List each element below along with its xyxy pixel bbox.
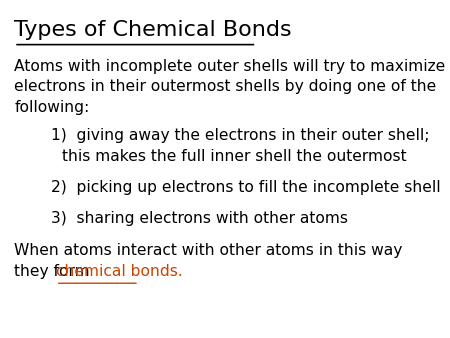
Text: 3)  sharing electrons with other atoms: 3) sharing electrons with other atoms [51, 211, 348, 226]
Text: Atoms with incomplete outer shells will try to maximize: Atoms with incomplete outer shells will … [14, 59, 446, 74]
Text: When atoms interact with other atoms in this way: When atoms interact with other atoms in … [14, 243, 402, 258]
Text: Types of Chemical Bonds: Types of Chemical Bonds [14, 20, 292, 40]
Text: 2)  picking up electrons to fill the incomplete shell: 2) picking up electrons to fill the inco… [51, 180, 441, 195]
Text: 1)  giving away the electrons in their outer shell;: 1) giving away the electrons in their ou… [51, 128, 430, 143]
Text: this makes the full inner shell the outermost: this makes the full inner shell the oute… [62, 149, 406, 164]
Text: they form: they form [14, 264, 94, 279]
Text: following:: following: [14, 100, 90, 115]
Text: electrons in their outermost shells by doing one of the: electrons in their outermost shells by d… [14, 79, 436, 94]
Text: chemical bonds.: chemical bonds. [56, 264, 183, 279]
